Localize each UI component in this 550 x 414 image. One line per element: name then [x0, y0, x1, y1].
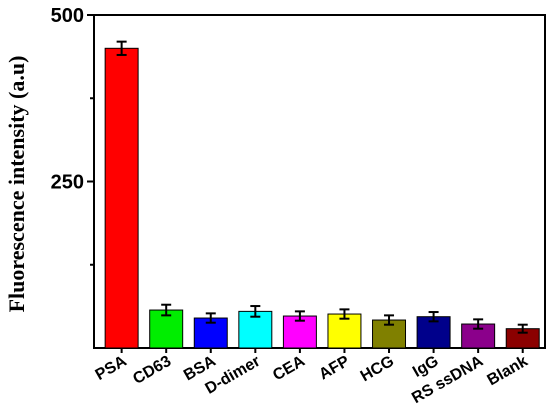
y-tick-label-500: 500: [51, 5, 84, 27]
x-tick-label-blank: Blank: [484, 353, 530, 390]
bar-psa: [104, 47, 139, 349]
error-bars: [116, 40, 528, 334]
error-bar-afp: [339, 308, 350, 320]
x-tick-label-cd63: CD63: [130, 353, 174, 388]
x-tick-label-psa: PSA: [93, 353, 130, 384]
error-bar-igg: [428, 311, 439, 323]
plot-area: [93, 14, 546, 349]
error-bar-psa: [116, 40, 127, 56]
error-bar-d-dimer: [250, 305, 261, 318]
error-bar-cea: [294, 310, 305, 322]
error-bar-blank: [517, 323, 528, 334]
x-tick-label-hcg: HCG: [358, 353, 397, 386]
x-tick-label-afp: AFP: [316, 353, 352, 384]
x-tick-label-cea: CEA: [270, 353, 308, 385]
error-bar-hcg: [384, 314, 395, 326]
error-bar-rs-ssdna: [473, 318, 484, 330]
y-tick-labels: 250 500: [51, 5, 94, 266]
y-axis-label: Fluorescence intensity (a.u): [4, 56, 29, 313]
plot-frame: [93, 14, 546, 349]
bars: [104, 47, 540, 349]
y-tick-label-250: 250: [51, 172, 84, 194]
error-bar-cd63: [161, 303, 172, 317]
bar-cea: [282, 315, 317, 349]
error-bar-bsa: [205, 312, 216, 324]
